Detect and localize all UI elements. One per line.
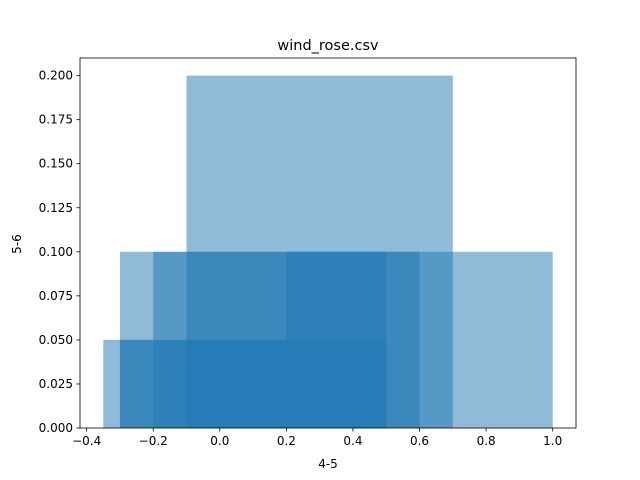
bars-layer (103, 75, 553, 429)
bar-5 (286, 251, 553, 428)
bar-6 (119, 339, 287, 428)
y-tick-label: 0.100 (39, 245, 73, 259)
y-tick-label: 0.050 (39, 333, 73, 347)
x-tick-label: −0.4 (72, 434, 101, 448)
y-tick-label: 0.075 (39, 289, 73, 303)
y-tick-label: 0.150 (39, 157, 73, 171)
axes-layer: −0.4 −0.2 0.0 0.2 0.4 0.6 0.8 1.0 0.000 0.025 0.05… (39, 57, 577, 448)
x-tick-label: 1.0 (543, 434, 562, 448)
x-tick-label: 0.2 (277, 434, 296, 448)
y-tick-label: 0.200 (39, 69, 73, 83)
y-tick-label: 0.125 (39, 201, 73, 215)
x-axis-title: 4-5 (318, 457, 338, 471)
plot-frame (79, 57, 577, 429)
x-tick-label: 0.6 (410, 434, 429, 448)
x-tick-label: 0.8 (477, 434, 496, 448)
y-axis-title: 5-6 (10, 234, 24, 254)
x-tick-label: −0.2 (139, 434, 168, 448)
chart-title: wind_rose.csv (277, 38, 379, 54)
x-tick-label: 0.0 (210, 434, 229, 448)
y-tick-label: 0.025 (39, 377, 73, 391)
y-tick-label: 0.000 (39, 421, 73, 435)
x-tick-label: 0.4 (343, 434, 362, 448)
y-tick-label: 0.175 (39, 113, 73, 127)
